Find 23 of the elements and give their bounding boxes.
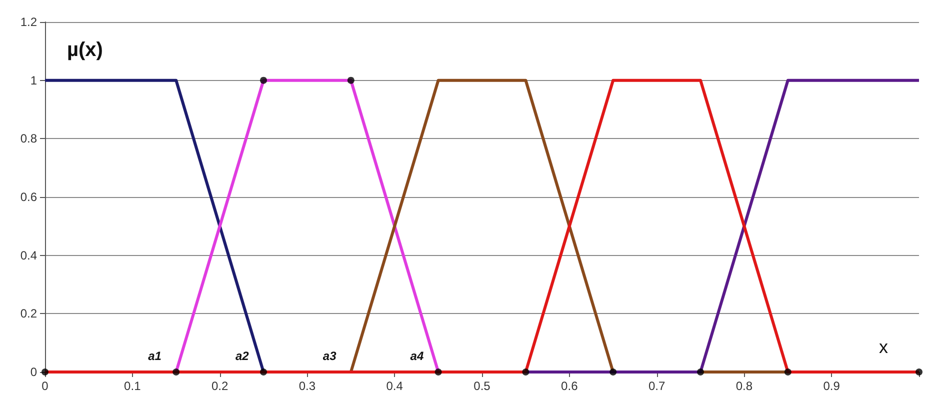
- x-tick-label: 0.8: [736, 379, 753, 393]
- y-axis-title: µ(x): [67, 39, 103, 61]
- y-tick-label: 0: [30, 365, 38, 379]
- y-tick-label: 0.6: [20, 190, 38, 204]
- y-tick-label: 1: [30, 73, 38, 88]
- x-tick-label: 0.3: [298, 379, 316, 393]
- y-tick-label: 1.2: [20, 15, 38, 29]
- y-tick-label: 0.8: [20, 132, 38, 146]
- y-tick-label: 0.4: [20, 248, 38, 262]
- annotation: a3: [322, 349, 337, 363]
- x-tick-label: 0.5: [474, 379, 491, 393]
- x-tick-label: 0.1: [124, 379, 142, 393]
- x-tick-label: 0.2: [211, 379, 228, 393]
- annotation: a2: [236, 349, 250, 363]
- x-tick-label: 0.7: [648, 379, 666, 393]
- annotation: a1: [148, 349, 162, 363]
- x-tick-label: 0.9: [823, 379, 840, 393]
- x-axis-title: x: [879, 337, 888, 357]
- x-tick-label: 0.4: [386, 379, 404, 393]
- x-tick-label: 0: [42, 379, 49, 393]
- annotation: a4: [410, 349, 424, 363]
- y-tick-label: 0.2: [20, 306, 38, 321]
- x-tick-label: 0.6: [561, 379, 578, 393]
